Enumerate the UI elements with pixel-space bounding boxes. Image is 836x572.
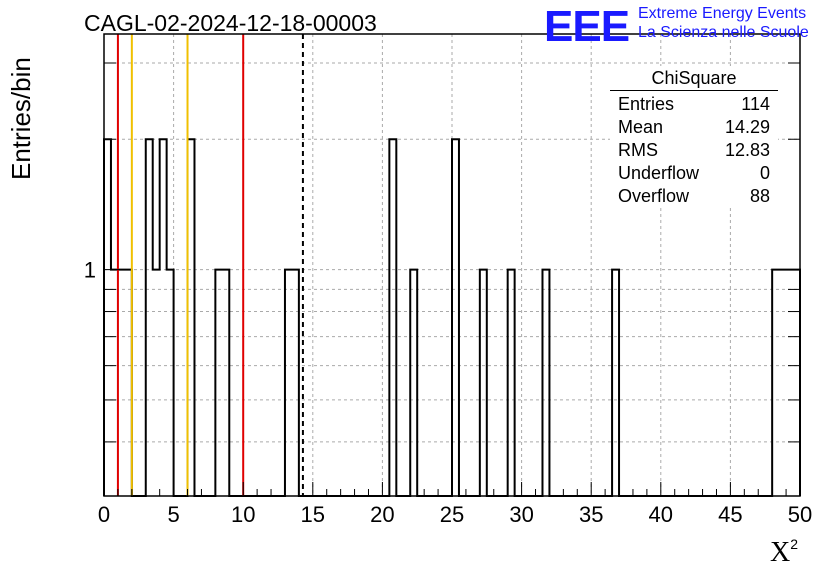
stats-row-underflow: Underflow 0 <box>610 162 778 185</box>
histogram-bin <box>153 270 160 496</box>
chart-title: CAGL-02-2024-12-18-00003 <box>84 10 377 36</box>
stats-value: 14.29 <box>724 117 770 137</box>
histogram-bin <box>215 270 222 496</box>
x-tick-label: 10 <box>231 502 255 527</box>
logo-line-2: La Scienza nelle Scuole <box>638 24 809 41</box>
stats-value: 12.83 <box>724 140 770 160</box>
stats-value: 0 <box>759 163 770 183</box>
x-tick-label: 45 <box>718 502 742 527</box>
x-tick-label: 25 <box>440 502 464 527</box>
histogram-bin <box>146 139 153 496</box>
histogram-bin <box>786 270 793 496</box>
histogram-bin <box>160 139 167 496</box>
histogram-bin <box>452 139 459 496</box>
stats-value: 114 <box>741 94 770 114</box>
x-tick-label: 35 <box>579 502 603 527</box>
stats-row-overflow: Overflow 88 <box>610 185 778 208</box>
stats-row-mean: Mean 14.29 <box>610 116 778 139</box>
histogram-bin <box>793 270 800 496</box>
stats-label: Underflow <box>618 163 700 183</box>
x-axis-label-main: X <box>770 537 791 568</box>
stats-label: Entries <box>618 94 675 114</box>
x-tick-label: 30 <box>509 502 533 527</box>
logo-text: Extreme Energy Events La Scienza nelle S… <box>638 4 809 42</box>
histogram-bin <box>285 270 292 496</box>
stats-box: ChiSquare Entries 114 Mean 14.29 RMS 12.… <box>610 66 778 208</box>
histogram-bin <box>292 270 299 496</box>
stats-label: Mean <box>618 117 664 137</box>
stats-row-entries: Entries 114 <box>610 93 778 116</box>
x-tick-label: 0 <box>98 502 110 527</box>
histogram-bin <box>508 270 515 496</box>
x-axis-label-sup: 2 <box>790 536 799 552</box>
histogram-bin <box>222 270 229 496</box>
histogram-bin <box>480 270 487 496</box>
x-axis-label: X2 <box>770 536 798 569</box>
histogram-bin <box>779 270 786 496</box>
x-tick-label: 40 <box>649 502 673 527</box>
histogram-bin <box>410 270 417 496</box>
x-tick-label: 15 <box>301 502 325 527</box>
logo-line-1: Extreme Energy Events <box>638 5 807 22</box>
histogram-bin <box>125 270 132 496</box>
histogram-bin <box>188 139 195 496</box>
histogram-bin <box>167 270 174 496</box>
stats-label: Overflow <box>618 186 690 206</box>
histogram-bin <box>104 139 111 496</box>
y-axis-label: Entries/bin <box>6 57 36 180</box>
x-tick-label: 5 <box>167 502 179 527</box>
histogram-bin <box>612 270 619 496</box>
histogram-bin <box>542 270 549 496</box>
y-tick-label: 1 <box>84 258 96 283</box>
eee-logo: EEE <box>544 2 630 51</box>
histogram-bin <box>389 139 396 496</box>
histogram-bin <box>772 270 779 496</box>
stats-value: 88 <box>749 186 770 206</box>
stats-label: RMS <box>618 140 658 160</box>
stats-title: ChiSquare <box>610 66 778 91</box>
histogram-bin <box>118 270 125 496</box>
stats-row-rms: RMS 12.83 <box>610 139 778 162</box>
x-tick-label: 50 <box>788 502 812 527</box>
x-tick-label: 20 <box>370 502 394 527</box>
histogram-bin <box>111 270 118 496</box>
